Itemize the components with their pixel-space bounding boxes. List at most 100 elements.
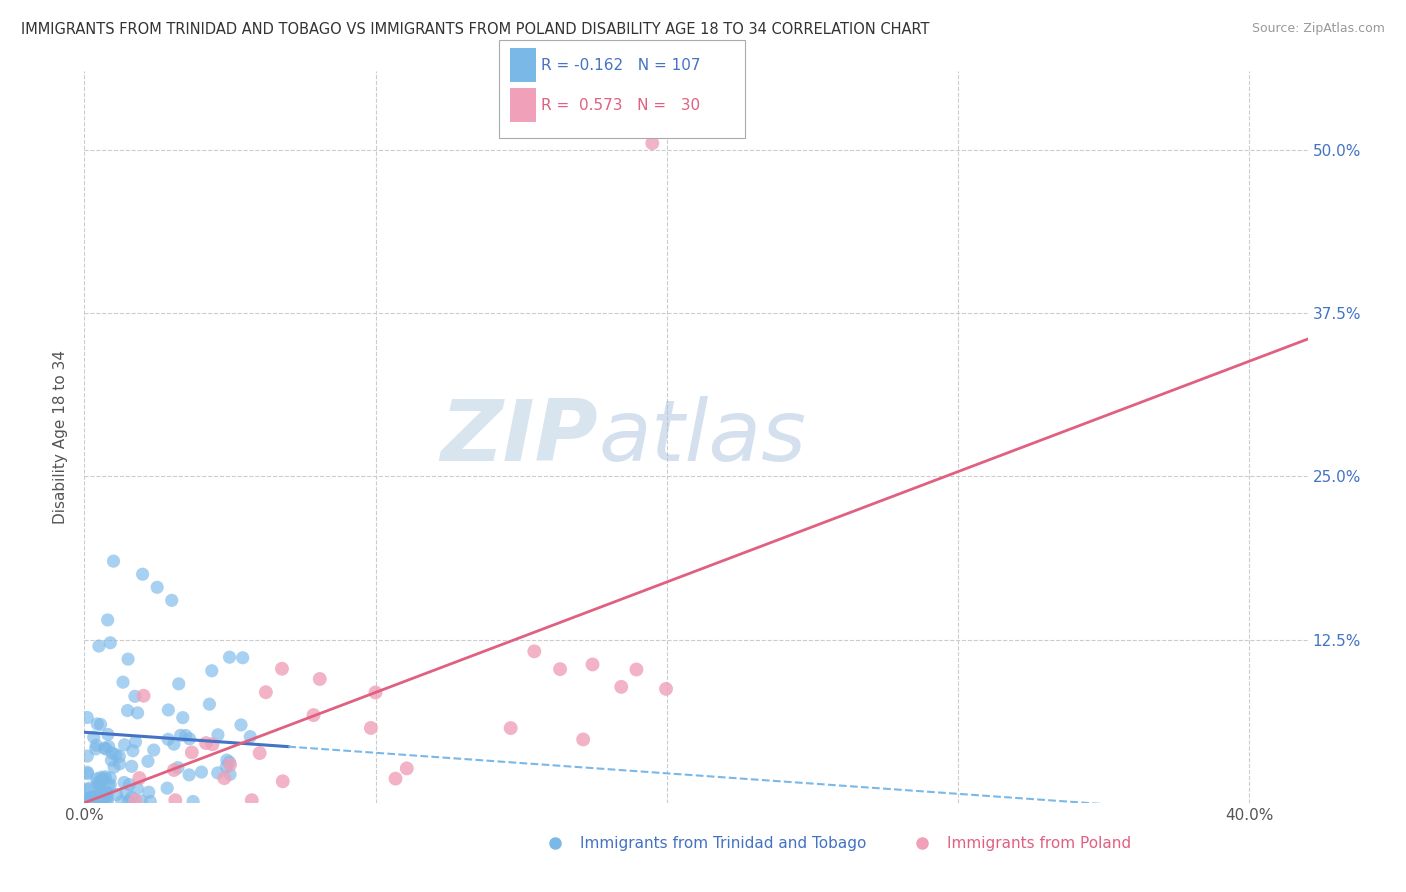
Point (76, 782, 98, 797)
Point (523, 644, 546, 658)
Point (76, 710, 98, 724)
Point (82, 789, 104, 804)
Point (86, 776, 108, 790)
Point (395, 761, 418, 775)
Point (84, 742, 107, 756)
Point (641, 136, 664, 151)
Point (93, 741, 115, 756)
Point (76, 765, 98, 780)
Point (219, 767, 242, 781)
Point (142, 743, 165, 757)
Point (218, 650, 240, 665)
Point (80, 794, 103, 808)
Point (84, 738, 107, 752)
Text: atlas: atlas (598, 395, 806, 479)
Point (103, 554, 125, 568)
Point (201, 737, 224, 751)
Point (83, 789, 105, 804)
Point (218, 755, 240, 769)
Point (302, 708, 325, 723)
Point (198, 697, 221, 711)
Point (181, 795, 204, 809)
Point (114, 738, 136, 752)
Point (105, 788, 128, 802)
Point (76, 793, 98, 807)
Point (179, 731, 201, 746)
Point (360, 721, 382, 735)
Point (90, 717, 112, 731)
Point (94, 742, 117, 756)
Point (96, 785, 118, 799)
Point (101, 746, 124, 760)
Point (79, 795, 101, 809)
Point (156, 781, 179, 796)
Point (97, 727, 120, 741)
Point (118, 778, 141, 792)
Point (89, 789, 111, 804)
Point (124, 735, 146, 749)
Point (132, 689, 155, 703)
Point (581, 657, 603, 672)
Point (139, 795, 162, 809)
Point (93, 795, 115, 809)
Point (127, 706, 149, 720)
Point (215, 760, 238, 774)
Point (180, 746, 202, 760)
Point (146, 580, 169, 594)
Point (87, 639, 110, 653)
Point (232, 650, 254, 665)
Point (655, 681, 678, 696)
Point (97, 778, 120, 792)
Point (174, 729, 197, 743)
Point (239, 730, 262, 744)
Point (94, 787, 117, 801)
Point (157, 703, 180, 717)
Text: R =  0.573   N =   30: R = 0.573 N = 30 (541, 98, 700, 112)
Point (117, 652, 139, 666)
Point (364, 685, 387, 699)
Point (138, 785, 160, 799)
Point (97, 613, 120, 627)
Point (572, 732, 595, 747)
Point (90, 770, 112, 784)
Point (97, 739, 120, 754)
Point (172, 711, 194, 725)
Point (215, 753, 238, 767)
Point (93, 772, 115, 786)
Point (86, 772, 108, 786)
Point (136, 755, 159, 769)
Point (124, 690, 146, 704)
Point (91, 795, 114, 809)
Point (190, 765, 212, 780)
Point (103, 760, 125, 774)
Point (124, 793, 146, 807)
Point (201, 664, 224, 678)
Point (167, 761, 190, 775)
Point (76, 766, 98, 780)
Point (97, 793, 120, 807)
Point (122, 744, 145, 758)
Point (98, 771, 121, 785)
Point (111, 795, 134, 809)
Point (214, 771, 236, 785)
Point (86, 789, 108, 804)
Point (118, 794, 141, 808)
Point (117, 704, 139, 718)
Point (129, 794, 152, 808)
Point (87, 778, 110, 792)
Point (77, 791, 100, 805)
Point (76, 749, 98, 764)
Point (128, 771, 150, 785)
Point (86, 717, 108, 731)
Point (76, 791, 98, 805)
Point (100, 753, 122, 767)
Point (610, 680, 633, 694)
Point (104, 747, 127, 762)
Point (499, 721, 522, 735)
Point (163, 763, 186, 777)
Point (89, 785, 111, 799)
Point (179, 768, 201, 782)
Point (254, 685, 277, 699)
Text: Immigrants from Trinidad and Tobago: Immigrants from Trinidad and Tobago (579, 836, 866, 851)
Point (229, 718, 252, 732)
